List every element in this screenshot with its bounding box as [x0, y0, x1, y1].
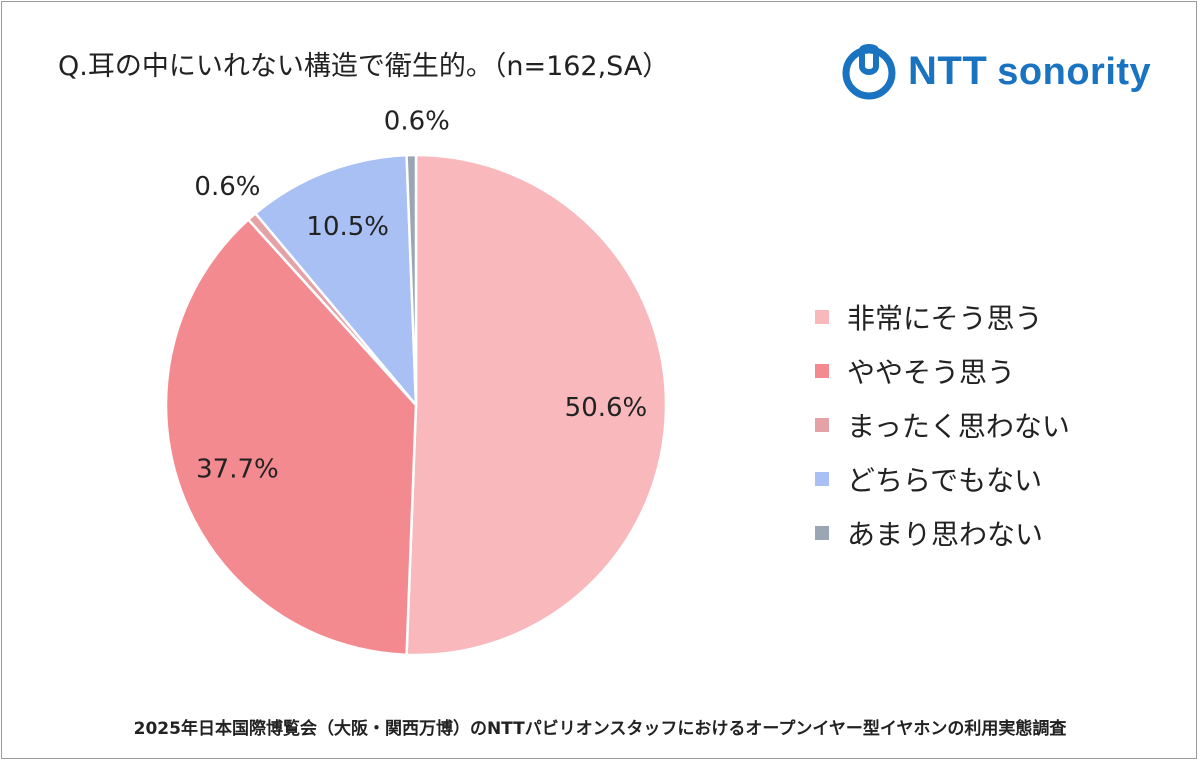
pie-slice: [405, 153, 668, 657]
legend-item: まったく思わない: [815, 398, 1070, 452]
legend-label: どちらでもない: [847, 464, 1043, 497]
pie-slice: [164, 217, 418, 657]
logo-text: NTT sonority: [908, 48, 1152, 93]
legend-item: 非常にそう思う: [815, 290, 1070, 344]
legend-swatch: [815, 526, 829, 540]
legend-label: あまり思わない: [847, 518, 1044, 551]
data-label: 0.6%: [194, 172, 260, 202]
chart-title: Q.耳の中にいれない構造で衛生的。（n=162,SA）: [58, 51, 670, 82]
pie-slice: [405, 153, 418, 406]
data-label: 10.5%: [306, 212, 389, 242]
data-label: 50.6%: [565, 393, 648, 423]
legend-item: あまり思わない: [815, 506, 1070, 560]
legend-label: 非常にそう思う: [847, 302, 1043, 335]
data-label: 37.7%: [196, 454, 279, 484]
ntt-sonority-logo: NTT sonority: [840, 42, 1151, 100]
legend: 非常にそう思う ややそう思うまったく思わない どちらでもない あまり思わない: [815, 290, 1070, 560]
legend-swatch: [815, 310, 829, 324]
legend-item: どちらでもない: [815, 452, 1070, 506]
legend-item: ややそう思う: [815, 344, 1070, 398]
ntt-logo-icon: [842, 44, 896, 100]
data-label: 0.6%: [384, 107, 450, 137]
legend-label: まったく思わない: [847, 410, 1070, 443]
pie-slice: [253, 153, 418, 409]
legend-swatch: [815, 418, 829, 432]
legend-swatch: [815, 472, 829, 486]
footer-source: 2025年日本国際博覧会（大阪・関西万博）のNTTパビリオンスタッフにおけるオー…: [133, 719, 1067, 739]
legend-swatch: [815, 364, 829, 378]
legend-label: ややそう思う: [847, 356, 1016, 389]
